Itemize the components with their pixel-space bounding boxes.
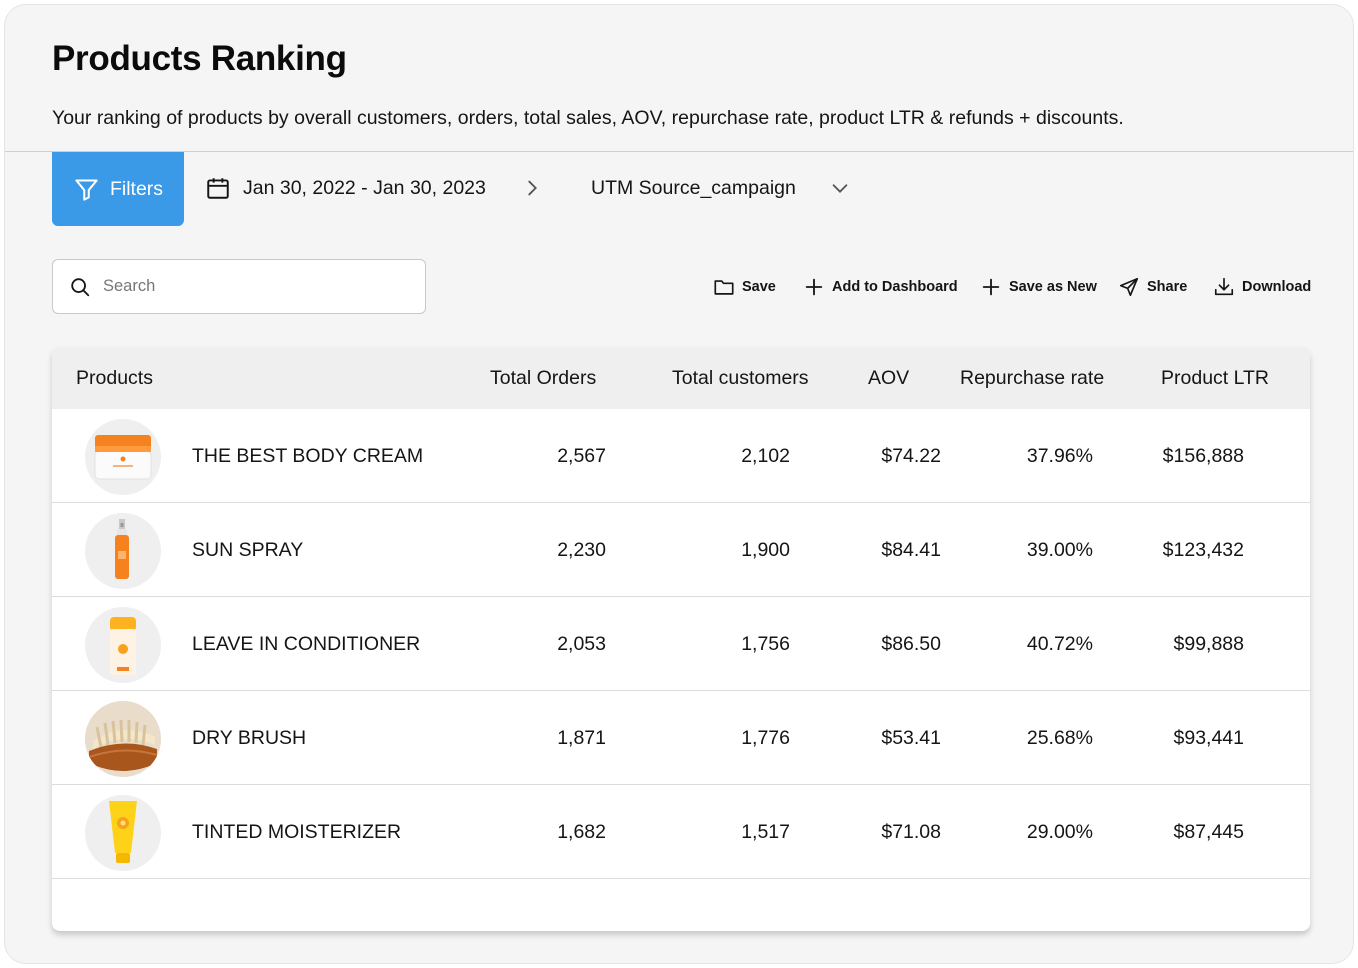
share-button[interactable]: Share	[1118, 275, 1187, 299]
table-row[interactable]: LEAVE IN CONDITIONER 2,053 1,756 $86.50 …	[52, 597, 1310, 691]
add-to-dashboard-label: Add to Dashboard	[832, 279, 958, 295]
send-icon	[1119, 277, 1139, 297]
products-table: Products Total Orders Total customers AO…	[52, 347, 1310, 931]
repurchase-rate-value: 39.00%	[1026, 539, 1093, 561]
table-header: Products Total Orders Total customers AO…	[52, 347, 1310, 409]
table-row[interactable]: THE BEST BODY CREAM 2,567 2,102 $74.22 3…	[52, 409, 1310, 503]
download-icon	[1214, 277, 1234, 296]
utm-source-select[interactable]: UTM Source_campaign	[591, 177, 796, 199]
total-customers-value: 1,517	[741, 821, 790, 843]
date-range-label: Jan 30, 2022 - Jan 30, 2023	[243, 176, 486, 199]
chevron-down-icon[interactable]	[829, 177, 851, 199]
save-button[interactable]: Save	[713, 275, 776, 299]
repurchase-rate-value: 25.68%	[1026, 727, 1093, 749]
plus-icon	[805, 278, 823, 296]
table-row[interactable]: SUN SPRAY 2,230 1,900 $84.41 39.00% $123…	[52, 503, 1310, 597]
column-header-product-ltr[interactable]: Product LTR	[1161, 367, 1270, 389]
repurchase-rate-value: 29.00%	[1026, 821, 1093, 843]
search-icon	[71, 277, 90, 296]
repurchase-rate-value: 40.72%	[1026, 633, 1093, 655]
table-row[interactable]: DRY BRUSH 1,871 1,776 $53.41 25.68% $93,…	[52, 691, 1310, 785]
filters-label: Filters	[109, 177, 164, 200]
header-divider	[5, 151, 1353, 152]
product-ltr-value: $93,441	[1173, 727, 1245, 749]
download-button[interactable]: Download	[1213, 275, 1311, 299]
product-image-sun-spray	[85, 513, 161, 589]
save-as-new-button[interactable]: Save as New	[980, 275, 1097, 299]
download-label: Download	[1242, 279, 1312, 295]
calendar-icon	[207, 178, 229, 199]
total-orders-value: 1,871	[557, 727, 606, 749]
aov-value: $86.50	[881, 633, 941, 655]
total-customers-value: 1,776	[741, 727, 790, 749]
product-name[interactable]: SUN SPRAY	[192, 539, 304, 561]
total-customers-value: 2,102	[741, 445, 790, 467]
product-name[interactable]: THE BEST BODY CREAM	[192, 445, 424, 467]
page-title: Products Ranking	[52, 39, 347, 78]
total-customers-value: 1,900	[741, 539, 790, 561]
product-ltr-value: $99,888	[1173, 633, 1245, 655]
table-row[interactable]: TINTED MOISTERIZER 1,682 1,517 $71.08 29…	[52, 785, 1310, 879]
product-image-body-cream	[85, 419, 161, 495]
column-header-repurchase-rate[interactable]: Repurchase rate	[960, 367, 1105, 389]
aov-value: $84.41	[881, 539, 941, 561]
product-name[interactable]: DRY BRUSH	[192, 727, 307, 749]
column-header-total-customers[interactable]: Total customers	[672, 367, 809, 389]
folder-icon	[714, 280, 734, 295]
product-ltr-value: $87,445	[1173, 821, 1245, 843]
share-label: Share	[1147, 279, 1188, 295]
total-orders-value: 2,230	[557, 539, 606, 561]
search-box[interactable]	[52, 259, 426, 314]
products-ranking-card: Products Ranking Your ranking of product…	[4, 4, 1354, 964]
save-label: Save	[742, 279, 776, 295]
product-ltr-value: $123,432	[1162, 539, 1244, 561]
product-name[interactable]: LEAVE IN CONDITIONER	[192, 633, 421, 655]
aov-value: $53.41	[881, 727, 941, 749]
save-as-new-label: Save as New	[1009, 279, 1097, 295]
total-orders-value: 2,567	[557, 445, 606, 467]
page-subtitle: Your ranking of products by overall cust…	[52, 107, 1124, 129]
date-range-picker[interactable]: Jan 30, 2022 - Jan 30, 2023	[205, 175, 486, 201]
total-customers-value: 1,756	[741, 633, 790, 655]
repurchase-rate-value: 37.96%	[1026, 445, 1093, 467]
search-input[interactable]	[103, 277, 403, 296]
filters-button[interactable]: Filters	[52, 152, 184, 226]
product-name[interactable]: TINTED MOISTERIZER	[192, 821, 402, 843]
total-orders-value: 2,053	[557, 633, 606, 655]
column-header-aov[interactable]: AOV	[868, 367, 910, 389]
product-image-leave-in-conditioner	[85, 607, 161, 683]
plus-icon	[982, 278, 1000, 296]
product-image-tinted-moisturizer	[85, 795, 161, 871]
product-image-dry-brush	[85, 701, 161, 777]
add-to-dashboard-button[interactable]: Add to Dashboard	[803, 275, 958, 299]
aov-value: $71.08	[881, 821, 941, 843]
column-header-products[interactable]: Products	[76, 367, 153, 389]
column-header-total-orders[interactable]: Total Orders	[490, 367, 597, 389]
chevron-right-icon[interactable]	[521, 177, 543, 199]
total-orders-value: 1,682	[557, 821, 606, 843]
product-ltr-value: $156,888	[1162, 445, 1244, 467]
aov-value: $74.22	[881, 445, 941, 467]
filter-icon	[75, 178, 98, 201]
